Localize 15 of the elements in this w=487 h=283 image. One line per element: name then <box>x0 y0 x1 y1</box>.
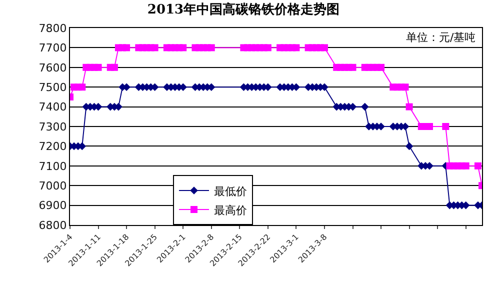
legend-label: 最低价 <box>214 184 247 198</box>
y-tick-label: 7500 <box>38 80 67 94</box>
y-tick-label: 7300 <box>38 120 67 134</box>
annotation: 单位：元/基吨 <box>406 31 476 44</box>
y-tick-label: 7600 <box>38 61 67 74</box>
y-tick-label: 7100 <box>38 160 67 173</box>
y-tick-label: 7400 <box>38 100 67 114</box>
y-tick-label: 7800 <box>38 22 67 35</box>
chart-title: 2013年中国高碳铬铁价格走势图 <box>147 1 340 18</box>
y-tick-label: 7000 <box>38 179 67 192</box>
y-tick-label: 6800 <box>38 218 67 232</box>
y-tick-label: 6900 <box>38 199 67 212</box>
y-tick-label: 7700 <box>38 42 67 55</box>
legend-label: 最高价 <box>214 204 247 217</box>
y-tick-label: 7200 <box>38 140 67 154</box>
